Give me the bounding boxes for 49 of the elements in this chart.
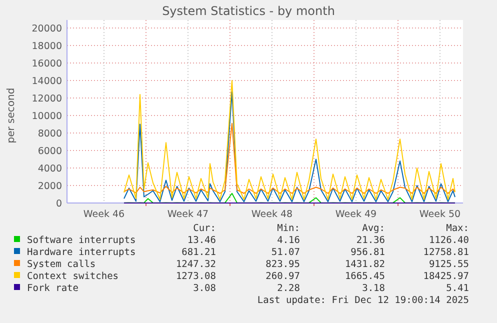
- text: 4.16: [277, 235, 300, 246]
- x-tick-label: Week 48: [251, 209, 293, 220]
- text: 1273.08: [176, 271, 216, 282]
- y-tick-label: 4000: [38, 164, 62, 174]
- text: 3.08: [193, 283, 216, 294]
- text: Cur:: [193, 223, 216, 234]
- y-tick-label: 0: [56, 198, 62, 210]
- x-tick-label: Week 49: [335, 209, 377, 220]
- text: 2.28: [277, 283, 300, 294]
- text: 51.07: [271, 247, 300, 258]
- legend-label: Software interrupts: [27, 235, 136, 246]
- text: Avg:: [362, 223, 385, 234]
- text: 1665.45: [344, 271, 385, 282]
- y-tick-label: 12000: [32, 94, 62, 104]
- legend-label: Hardware interrupts: [27, 247, 136, 258]
- y-tick-label: 8000: [38, 128, 62, 140]
- chart-title: System Statistics - by month: [162, 4, 335, 18]
- text: 5.41: [446, 283, 470, 294]
- legend-label: Fork rate: [27, 283, 79, 294]
- text: Last update: Fri Dec 12 19:00:14 2025: [257, 295, 469, 306]
- y-tick-label: 6000: [38, 146, 62, 157]
- y-tick-label: 18000: [32, 41, 62, 52]
- text: 9125.55: [428, 259, 469, 270]
- text: 21.36: [356, 235, 386, 246]
- text: 18425.97: [423, 271, 469, 282]
- x-tick-label: Week 47: [167, 209, 209, 220]
- text: 3.18: [362, 283, 386, 294]
- legend-label: Context switches: [27, 271, 119, 282]
- x-tick-label: Week 50: [419, 209, 461, 220]
- text: 956.81: [350, 247, 386, 258]
- text: 13.46: [187, 235, 216, 246]
- text: Max:: [446, 223, 469, 234]
- text: 681.21: [182, 247, 216, 258]
- y-tick-label: 16000: [32, 58, 62, 70]
- y-tick-label: 14000: [32, 76, 62, 87]
- text: 12758.81: [423, 247, 470, 258]
- text: 260.97: [266, 271, 300, 282]
- line-series: [124, 122, 456, 194]
- legend-label: System calls: [27, 259, 96, 270]
- y-tick-label: 2000: [38, 181, 62, 192]
- text: 1126.40: [428, 235, 470, 246]
- text: 1431.82: [344, 259, 385, 270]
- y-axis-title: per second: [6, 88, 17, 144]
- x-tick-label: Week 46: [83, 209, 125, 220]
- text: Min:: [277, 223, 300, 234]
- text: 1247.32: [176, 259, 216, 270]
- text: 823.95: [266, 259, 300, 270]
- y-tick-label: 20000: [32, 24, 62, 34]
- y-tick-label: 10000: [32, 111, 62, 122]
